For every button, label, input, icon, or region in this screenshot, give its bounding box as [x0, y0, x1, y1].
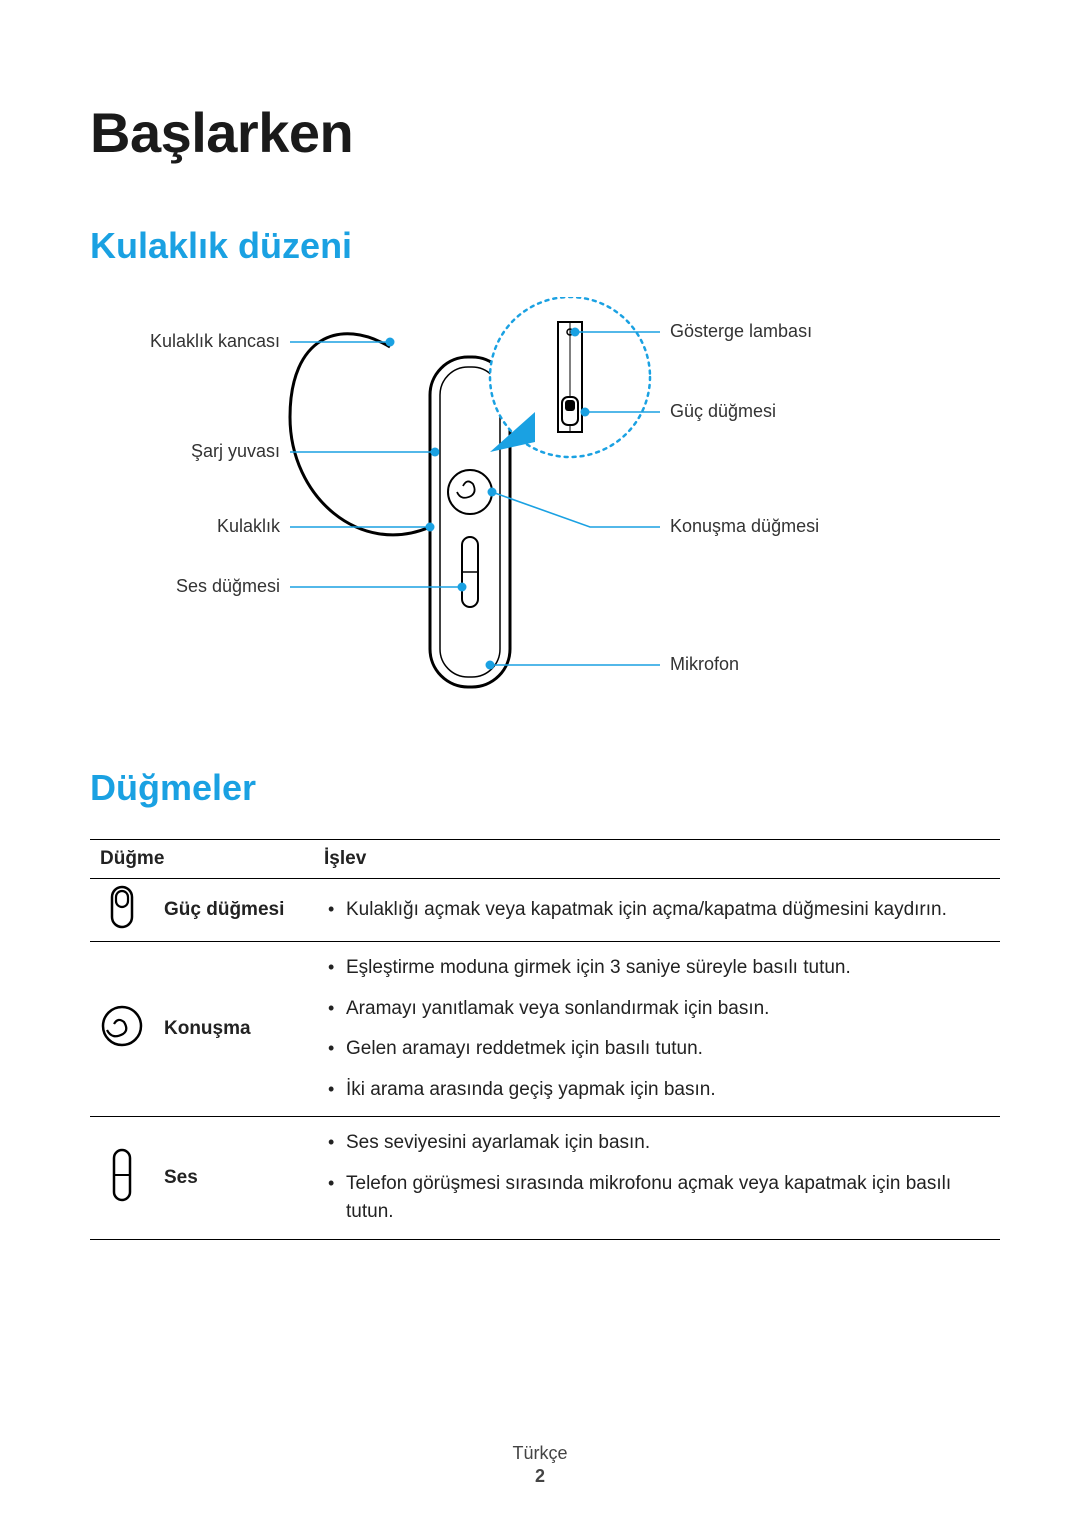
headset-diagram: Kulaklık kancası Şarj yuvası Kulaklık Ses d…: [90, 297, 990, 717]
table-row: Güç düğmesiKulaklığı açmak veya kapatmak…: [90, 879, 1000, 942]
footer-language: Türkçe: [512, 1443, 567, 1463]
table-header-function: İşlev: [314, 840, 1000, 879]
function-item: Kulaklığı açmak veya kapatmak için açma/…: [324, 890, 990, 931]
function-item: Telefon görüşmesi sırasında mikrofonu aç…: [324, 1164, 990, 1233]
button-name: Konuşma: [154, 942, 314, 1117]
diagram-label: Konuşma düğmesi: [670, 516, 819, 537]
button-functions: Ses seviyesini ayarlamak için basın.Tele…: [314, 1117, 1000, 1240]
function-item: Gelen aramayı reddetmek için basılı tutu…: [324, 1029, 990, 1070]
diagram-label: Mikrofon: [670, 654, 739, 675]
page: Başlarken Kulaklık düzeni Kulaklık kanca…: [0, 0, 1080, 1527]
page-title: Başlarken: [90, 100, 1000, 165]
diagram-label: Gösterge lambası: [670, 321, 812, 342]
table-header-button: Düğme: [90, 840, 314, 879]
button-functions: Kulaklığı açmak veya kapatmak için açma/…: [314, 879, 1000, 942]
function-item: Aramayı yanıtlamak veya sonlandırmak içi…: [324, 989, 990, 1030]
function-item: Ses seviyesini ayarlamak için basın.: [324, 1123, 990, 1164]
function-item: Eşleştirme moduna girmek için 3 saniye s…: [324, 948, 990, 989]
section-heading-layout: Kulaklık düzeni: [90, 225, 1000, 267]
diagram-label: Ses düğmesi: [176, 576, 280, 597]
button-icon: [90, 942, 154, 1117]
section-heading-buttons: Düğmeler: [90, 767, 1000, 809]
table-row: KonuşmaEşleştirme moduna girmek için 3 s…: [90, 942, 1000, 1117]
diagram-label: Şarj yuvası: [191, 441, 280, 462]
table-row: SesSes seviyesini ayarlamak için basın.T…: [90, 1117, 1000, 1240]
button-icon: [90, 1117, 154, 1240]
button-icon: [90, 879, 154, 942]
footer-page-number: 2: [0, 1466, 1080, 1487]
button-name: Ses: [154, 1117, 314, 1240]
diagram-label: Kulaklık: [217, 516, 280, 537]
page-footer: Türkçe 2: [0, 1443, 1080, 1487]
diagram-label: Güç düğmesi: [670, 401, 776, 422]
button-name: Güç düğmesi: [154, 879, 314, 942]
diagram-label: Kulaklık kancası: [150, 331, 280, 352]
buttons-table: Düğme İşlev Güç düğmesiKulaklığı açmak v…: [90, 839, 1000, 1240]
function-item: İki arama arasında geçiş yapmak için bas…: [324, 1070, 990, 1111]
button-functions: Eşleştirme moduna girmek için 3 saniye s…: [314, 942, 1000, 1117]
